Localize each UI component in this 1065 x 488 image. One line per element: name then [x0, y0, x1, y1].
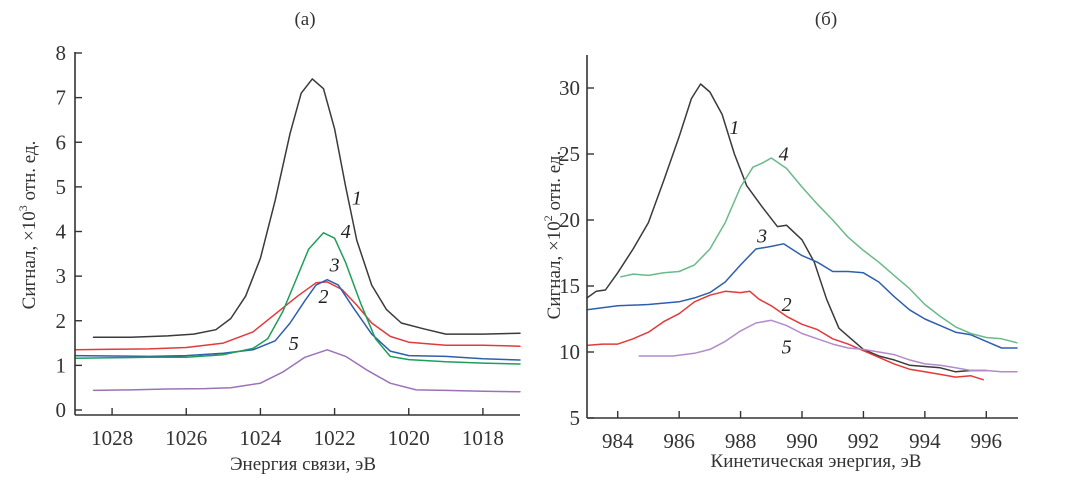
panel-b-curve-labels: 1 2 3 4 5 — [729, 117, 791, 358]
series-1-label: 1 — [729, 117, 739, 139]
series-3-label: 3 — [329, 255, 340, 277]
series-5-label: 5 — [782, 336, 792, 358]
x-tick-label: 988 — [725, 429, 757, 453]
y-tick-label: 2 — [56, 309, 67, 333]
x-tick-label: 986 — [663, 429, 695, 453]
x-tick-label: 1020 — [388, 426, 430, 450]
y-tick-label: 7 — [56, 86, 67, 110]
y-tick-label: 30 — [559, 76, 580, 100]
y-tick-label: 4 — [56, 220, 67, 244]
y-tick-label: 3 — [56, 264, 67, 288]
y-tick-label: 6 — [56, 130, 67, 154]
panel-b: (б) 984 986 988 990 992 994 996 5 10 15 20 25 30 1 2 3… — [541, 9, 1018, 472]
x-tick-label: 984 — [602, 429, 634, 453]
series-3-line — [74, 278, 521, 361]
series-2-label: 2 — [318, 286, 328, 308]
series-3-label: 3 — [756, 225, 767, 247]
y-tick-label: 8 — [56, 41, 67, 65]
y-tick-label: 5 — [570, 406, 581, 430]
y-tick-label: 0 — [56, 398, 67, 422]
series-4-line — [620, 157, 1018, 344]
y-tick-label: 5 — [56, 175, 67, 199]
x-tick-label: 1028 — [91, 426, 133, 450]
x-tick-label: 1024 — [239, 426, 282, 450]
series-4-label: 4 — [341, 221, 351, 243]
x-tick-label: 1026 — [165, 426, 207, 450]
panel-a-curve-labels: 1 234 5 — [289, 188, 362, 355]
x-tick-label: 1018 — [462, 426, 504, 450]
x-tick-label: 990 — [786, 429, 818, 453]
series-5-label: 5 — [289, 333, 299, 355]
panel-a-x-axis-title: Энергия связи, эВ — [230, 454, 376, 475]
panel-a-curves — [74, 78, 521, 393]
series-2-line — [586, 290, 984, 381]
panel-a-y-axis-title: Сигнал, ×103 отн. ед. — [16, 141, 40, 310]
y-tick-label: 10 — [559, 340, 580, 364]
x-tick-label: 996 — [971, 429, 1003, 453]
panel-b-curves — [586, 83, 1018, 381]
panel-a-title: (a) — [294, 9, 315, 30]
panel-b-x-axis-title: Кинетическая энергия, эВ — [711, 451, 922, 472]
series-3-line — [586, 243, 1018, 349]
y-tick-label: 15 — [559, 274, 580, 298]
x-tick-label: 1022 — [314, 426, 356, 450]
series-1-line — [586, 83, 988, 373]
panel-b-y-axis-title: Сигнал, ×102 отн. ед. — [541, 151, 565, 320]
series-2-label: 2 — [782, 294, 792, 316]
x-tick-label: 994 — [909, 429, 941, 453]
series-4-line — [74, 232, 521, 365]
y-tick-label: 25 — [559, 142, 580, 166]
series-5-line — [92, 349, 521, 393]
panel-b-title: (б) — [815, 9, 837, 30]
y-tick-label: 20 — [559, 208, 580, 232]
series-5-line — [638, 319, 1018, 373]
series-4-label: 4 — [779, 144, 789, 166]
y-tick-label: 1 — [56, 353, 67, 377]
series-1-label: 1 — [352, 188, 362, 210]
x-tick-label: 992 — [848, 429, 880, 453]
series-1-line — [92, 78, 521, 339]
